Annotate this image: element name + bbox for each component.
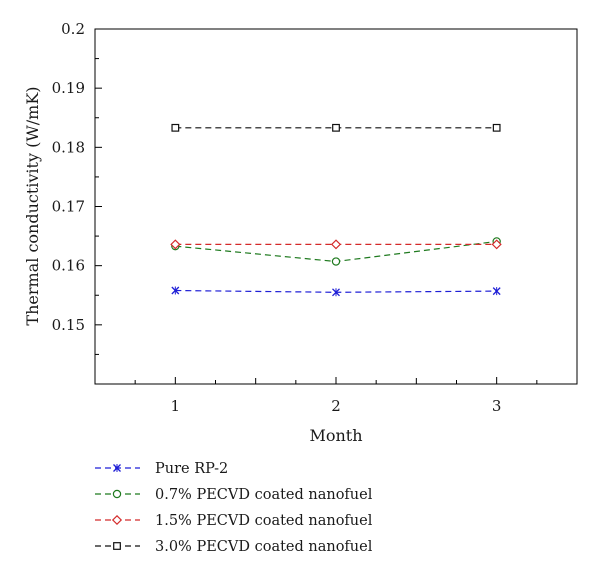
x-tick-label: 2: [331, 397, 341, 415]
y-tick-label: 0.2: [61, 20, 85, 38]
data-point: [171, 123, 180, 132]
data-point: [331, 257, 341, 266]
y-tick-label: 0.19: [52, 79, 85, 97]
y-tick-label: 0.17: [52, 198, 85, 216]
series-layer: [170, 123, 502, 297]
x-axis-title: Month: [309, 426, 362, 445]
plot-frame: [94, 28, 578, 385]
legend-item: Pure RP-2: [95, 461, 228, 477]
data-point: [330, 239, 342, 250]
legend-marker: [113, 464, 121, 472]
data-point: [332, 288, 340, 297]
legend-marker: [111, 514, 123, 526]
data-point: [170, 239, 181, 250]
data-point: [171, 286, 180, 295]
x-axis: 1 2 3: [94, 377, 578, 415]
legend-marker: [112, 489, 122, 499]
x-tick-label: 1: [171, 397, 181, 415]
legend-label: Pure RP-2: [155, 461, 228, 477]
legend-marker: [113, 542, 121, 550]
y-tick-label: 0.18: [52, 138, 85, 156]
legend-label: 3.0% PECVD coated nanofuel: [155, 539, 373, 555]
y-axis-title: Thermal conductivity (W/mK): [23, 86, 42, 325]
y-tick-label: 0.16: [52, 257, 85, 275]
legend-item: 0.7% PECVD coated nanofuel: [95, 487, 373, 503]
legend: Pure RP-2 0.7% PECVD coated nanofuel 1.5% …: [95, 461, 373, 555]
series-4: [171, 123, 501, 132]
data-point: [332, 123, 340, 132]
series-3: [170, 239, 502, 250]
y-tick-label: 0.15: [52, 316, 85, 334]
data-point: [491, 239, 502, 250]
series-1: [171, 286, 501, 297]
data-point: [492, 287, 501, 296]
legend-label: 0.7% PECVD coated nanofuel: [155, 487, 373, 503]
y-axis: 0.15 0.16 0.17 0.18 0.19 0.2: [52, 20, 102, 385]
data-point: [492, 123, 501, 132]
x-tick-label: 3: [492, 397, 502, 415]
legend-label: 1.5% PECVD coated nanofuel: [155, 513, 373, 529]
legend-item: 3.0% PECVD coated nanofuel: [95, 539, 373, 555]
legend-item: 1.5% PECVD coated nanofuel: [95, 513, 373, 529]
